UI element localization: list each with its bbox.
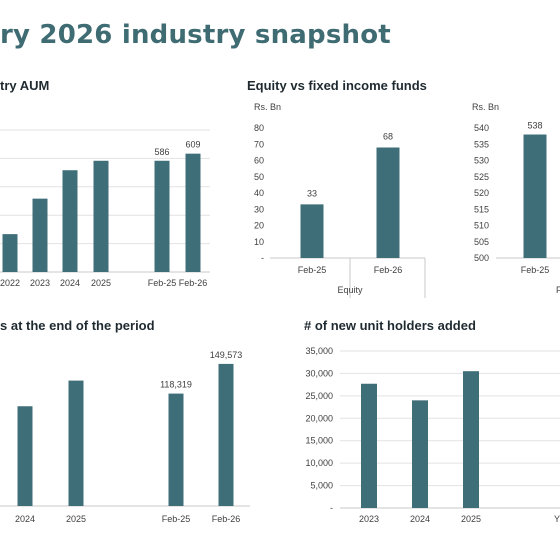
y-tick-label: 25,000	[305, 391, 333, 401]
unit-holders-end-title: s at the end of the period	[0, 318, 155, 333]
tick-label: 2022	[0, 278, 20, 288]
tick-label: 2024	[15, 514, 35, 524]
y-tick-label: 520	[474, 188, 489, 198]
tick-label: Feb-25	[162, 514, 191, 524]
new-unit-holders-chart: 35,000 30,000 25,000 20,000 15,000 10,000 5,00…	[305, 346, 560, 524]
data-label: 538	[527, 121, 542, 131]
bar	[218, 363, 234, 506]
tick-label: Y	[554, 514, 560, 524]
tick-label: Feb-25	[521, 265, 550, 275]
fixed-income-chart: Rs. Bn 540 535 530 525 520 515 510 505 500 538 Feb-…	[472, 102, 560, 295]
aum-chart-title: try AUM	[0, 78, 50, 93]
y-tick-label: 5,000	[310, 481, 333, 491]
y-tick-label: 500	[474, 253, 489, 263]
y-tick-label: 30	[254, 204, 264, 214]
bar	[93, 160, 109, 272]
y-axis-unit: Rs. Bn	[472, 102, 499, 112]
tick-label: Feb-26	[212, 514, 241, 524]
y-tick-label: 10,000	[305, 458, 333, 468]
tick-label: 2023	[30, 278, 50, 288]
y-tick-label: 20	[254, 221, 264, 231]
y-tick-label: 10	[254, 237, 264, 247]
data-label: 118,319	[160, 380, 192, 390]
bar	[300, 204, 324, 258]
bar	[185, 153, 201, 272]
tick-label: 2025	[461, 514, 481, 524]
data-label: 68	[383, 132, 393, 142]
data-label: 149,573	[210, 350, 243, 360]
y-tick-label: 530	[474, 156, 489, 166]
bar	[2, 234, 18, 272]
aum-chart: 2022 2023 2024 2025 Feb-25 586 Feb-26 609	[0, 129, 210, 288]
y-tick-label: 20,000	[305, 413, 333, 423]
data-label: 33	[307, 188, 317, 198]
data-label: 586	[154, 147, 169, 157]
tick-label: Feb-25	[148, 278, 177, 288]
new-unit-holders-title: # of new unit holders added	[304, 318, 476, 333]
tick-label: 2024	[60, 278, 80, 288]
y-tick-label: 40	[254, 188, 264, 198]
bar	[68, 380, 84, 506]
y-tick-label: 15,000	[305, 436, 333, 446]
y-tick-label: -	[261, 253, 264, 263]
equity-chart: Rs. Bn 80 70 60 50 40 30 20 10 - 33 Feb-25 68 Feb-26 E…	[254, 102, 426, 298]
x-axis-label: Fixe	[556, 285, 560, 295]
data-label: 609	[185, 140, 200, 150]
y-tick-label: 510	[474, 221, 489, 231]
y-tick-label: 525	[474, 172, 489, 182]
y-tick-label: 30,000	[305, 368, 333, 378]
y-tick-label: 515	[474, 204, 489, 214]
x-axis-label: Equity	[337, 285, 363, 295]
y-tick-label: 60	[254, 156, 264, 166]
y-tick-label: 540	[474, 123, 489, 133]
bar	[32, 198, 48, 272]
tick-label: Feb-25	[298, 265, 327, 275]
tick-label: 2023	[359, 514, 379, 524]
bar	[463, 371, 479, 508]
tick-label: 2024	[410, 514, 430, 524]
tick-label: Feb-26	[374, 265, 403, 275]
unit-holders-end-chart: 2024 2025 Feb-25 118,319 Feb-26 149,573	[0, 350, 250, 524]
page-title: ry 2026 industry snapshot	[0, 20, 391, 50]
bar	[523, 134, 547, 258]
bar	[154, 160, 170, 272]
y-tick-label: 535	[474, 139, 489, 149]
tick-label: Feb-26	[179, 278, 208, 288]
bar	[17, 406, 33, 506]
equity-fixed-income-title: Equity vs fixed income funds	[247, 78, 427, 93]
y-tick-label: 505	[474, 237, 489, 247]
y-axis-unit: Rs. Bn	[254, 102, 281, 112]
y-tick-label: -	[330, 503, 333, 513]
bar	[376, 147, 400, 258]
bar	[361, 383, 377, 508]
y-tick-label: 35,000	[305, 346, 333, 356]
bar	[168, 393, 184, 506]
y-tick-label: 50	[254, 172, 264, 182]
y-tick-label: 80	[254, 123, 264, 133]
tick-label: 2025	[66, 514, 86, 524]
bar	[412, 400, 428, 508]
tick-label: 2025	[91, 278, 111, 288]
y-tick-label: 70	[254, 139, 264, 149]
bar	[62, 170, 78, 272]
